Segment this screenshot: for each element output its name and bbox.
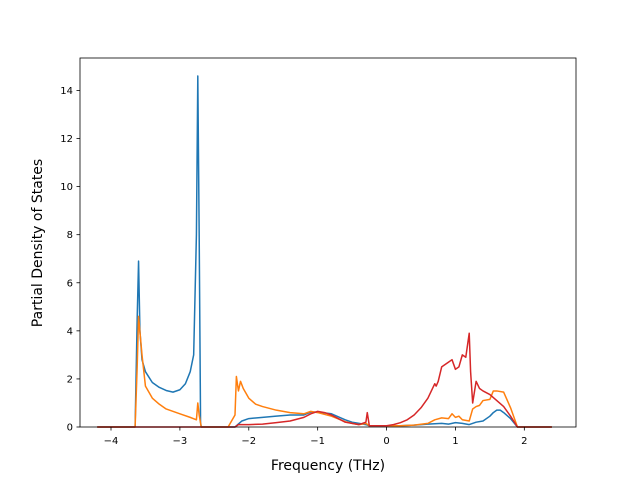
y-tick-label: 14 [60,86,73,97]
y-tick-label: 2 [67,374,73,385]
y-tick-label: 6 [67,278,73,289]
x-tick-label: −4 [104,436,119,447]
x-tick-label: −2 [241,436,256,447]
x-tick-label: −1 [310,436,325,447]
series-line-3 [97,332,552,428]
y-tick-label: 10 [60,182,73,193]
plot-frame [79,57,577,428]
y-tick-label: 8 [67,230,73,241]
x-tick-label: 0 [383,436,389,447]
x-tick-label: −3 [173,436,188,447]
y-tick-label: 4 [67,326,73,337]
y-tick-label: 12 [60,134,73,145]
series-layer [97,75,552,428]
x-axis: −4 −3 −2 −1 0 1 2 [104,427,528,447]
x-tick-label: 2 [521,436,527,447]
series-line-2 [97,315,552,428]
y-axis: 0 2 4 6 8 10 12 14 [60,86,80,434]
x-tick-label: 1 [452,436,458,447]
y-tick-label: 0 [67,423,73,434]
x-axis-label: Frequency (THz) [271,458,385,474]
y-axis-label: Partial Density of States [30,159,46,327]
